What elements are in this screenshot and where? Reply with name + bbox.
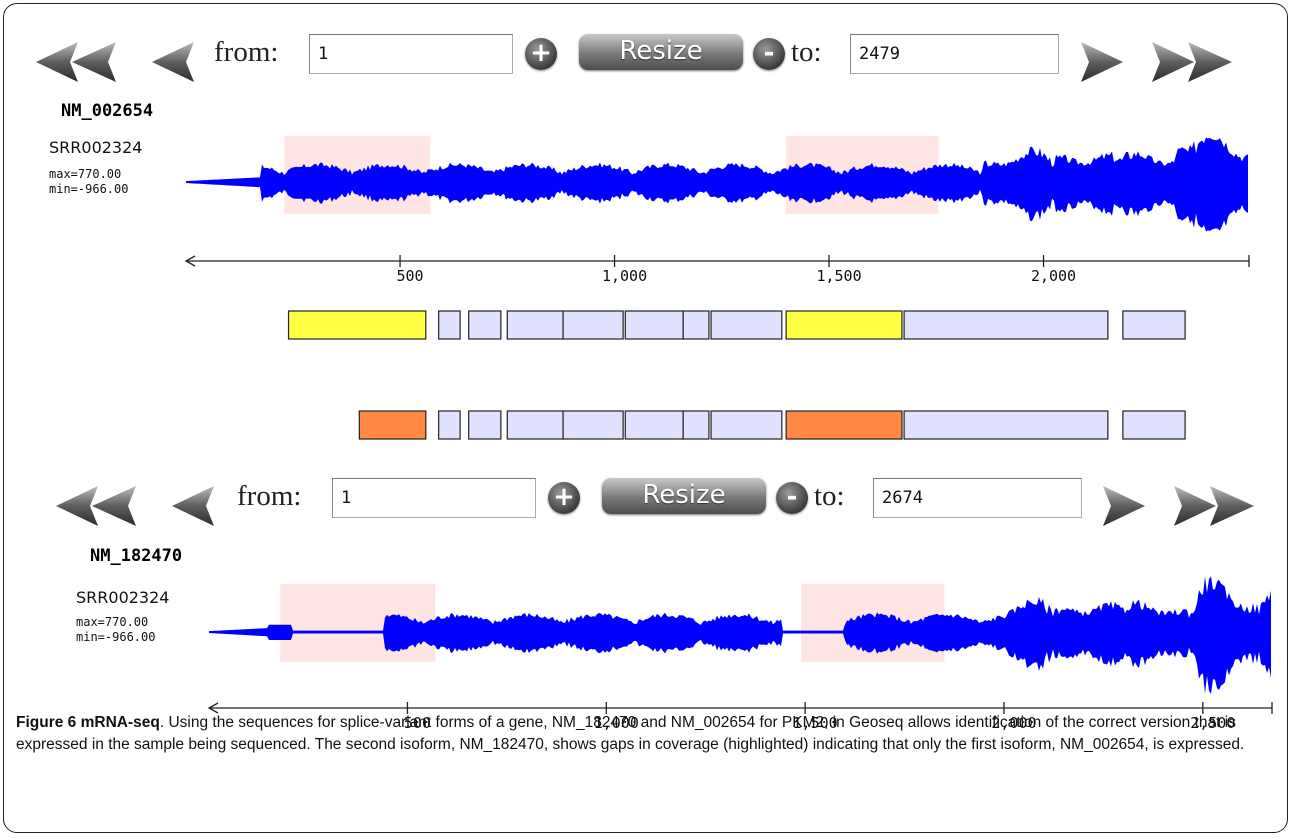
exon-block [358,410,427,440]
exon-block [438,410,461,440]
axis-tick-label: 500 [404,714,431,732]
exon-block [785,310,903,340]
axis-tick-label: 1,000 [602,267,647,285]
coverage-area [209,576,1271,694]
track-max: max=770.00 [49,167,122,181]
exon-block [468,410,502,440]
forward-icon[interactable] [1079,40,1125,84]
zoom-in-button[interactable]: + [548,482,580,514]
axis-arrow [184,255,196,267]
gene-name: NM_182470 [90,546,183,566]
axis-tick-label: 2,000 [991,714,1036,732]
from-input[interactable]: 1 [332,478,536,518]
rewind-fast-icon[interactable] [54,484,138,528]
zoom-in-button[interactable]: + [525,38,557,70]
exon-block [287,310,427,340]
to-input[interactable]: 2479 [850,34,1059,74]
rewind-icon[interactable] [150,40,196,84]
gene-name: NM_002654 [61,101,154,121]
exon-block [785,410,903,440]
axis-arrow [207,702,219,714]
axis-tick-label: 2,500 [1190,714,1235,732]
from-label: from: [237,480,302,512]
exon-block [1122,410,1186,440]
track-min: min=-966.00 [49,182,129,196]
exon-block [903,410,1109,440]
exon-block [506,310,564,340]
exon-block [1122,310,1186,340]
rewind-fast-icon[interactable] [34,40,118,84]
to-input[interactable]: 2674 [873,478,1082,518]
resize-button[interactable]: Resize [579,34,743,70]
coverage-track [186,136,1248,232]
exon-map [287,310,1186,440]
exon-block [506,410,564,440]
to-label: to: [814,480,845,512]
figure-label: Figure 6 mRNA-seq [16,714,160,731]
figure-caption: Figure 6 mRNA-seq. Using the sequences f… [16,712,1278,755]
exon-block [624,310,684,340]
exon-block [624,410,684,440]
forward-fast-icon[interactable] [1150,40,1234,84]
axis-tick-label: 1,500 [793,714,838,732]
position-axis: 500 1,000 1,500 2,000 [184,255,1250,285]
exon-block [682,410,710,440]
exon-block [562,410,624,440]
position-axis: 500 1,000 1,500 2,000 2,500 [207,702,1273,732]
exon-block [438,310,461,340]
coverage-area [186,137,1248,232]
track-name: SRR002324 [49,138,143,157]
axis-tick-label: 2,000 [1031,267,1076,285]
axis-tick-label: 1,000 [594,714,639,732]
exon-block [562,310,624,340]
panel-nm-182470: from: 1 + Resize - to: 2674 NM_182470 SR… [4,464,1287,732]
forward-fast-icon[interactable] [1172,484,1256,528]
resize-button[interactable]: Resize [602,478,766,514]
forward-icon[interactable] [1101,484,1147,528]
track-min: min=-966.00 [76,630,156,644]
exon-block [903,310,1109,340]
axis-tick-label: 1,500 [816,267,861,285]
coverage-track [209,576,1271,694]
exon-block [682,310,710,340]
rewind-icon[interactable] [170,484,216,528]
track-name: SRR002324 [76,588,170,607]
panel-nm-002654: from: 1 + Resize - to: 2479 NM_002654 SR… [4,4,1287,464]
exon-block [710,310,783,340]
figure-frame: from: 1 + Resize - to: 2479 NM_002654 SR… [3,3,1288,833]
zoom-out-button[interactable]: - [753,38,785,70]
from-label: from: [214,36,279,68]
axis-tick-label: 500 [397,267,424,285]
exon-block [468,310,502,340]
zoom-out-button[interactable]: - [776,482,808,514]
caption-text: . Using the sequences for splice-variant… [16,714,1245,753]
track-max: max=770.00 [76,615,149,629]
from-input[interactable]: 1 [309,34,513,74]
exon-block [710,410,783,440]
to-label: to: [791,36,822,68]
